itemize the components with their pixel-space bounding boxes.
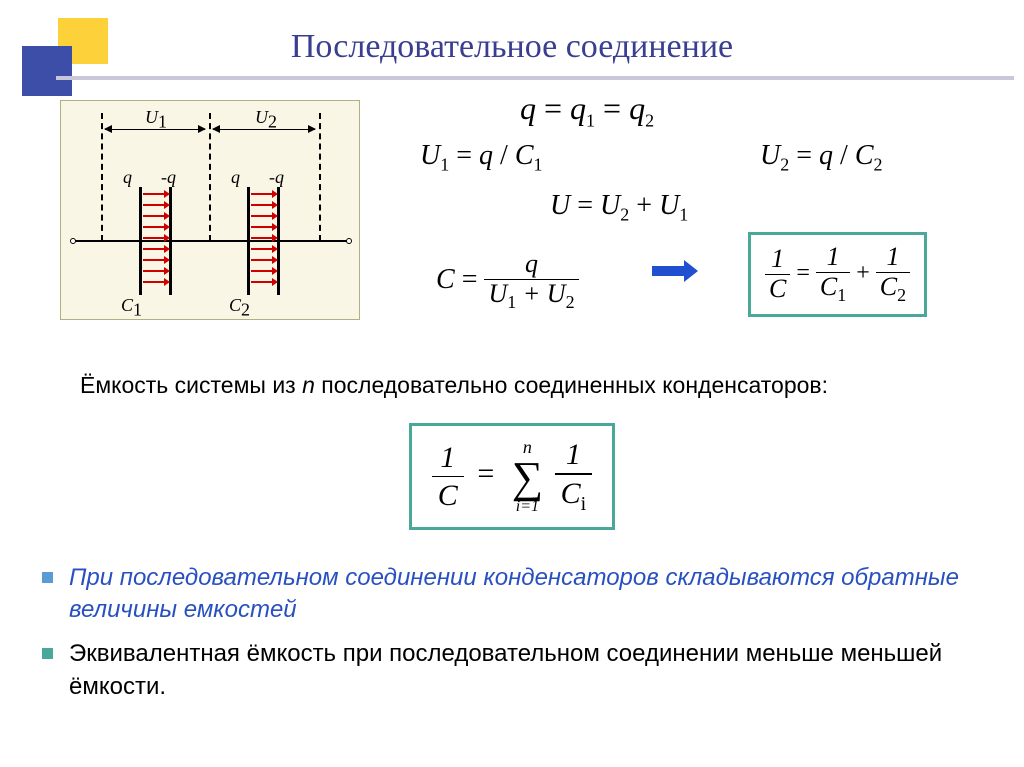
bullet-icon (42, 648, 53, 659)
header-rule (56, 76, 1014, 80)
caption-n-series: Ёмкость системы из n последовательно сое… (0, 366, 1024, 405)
eq-q: q = q1 = q2 (520, 90, 654, 131)
formulas: q = q1 = q2 U1 = q / C1 U2 = q / C2 U = … (390, 100, 984, 340)
eq-c-inv: 1C = 1C1 + 1C2 (748, 232, 927, 317)
bullet-icon (42, 572, 53, 583)
eq-u1: U1 = q / C1 (420, 140, 543, 176)
bullet-2: Эквивалентная ёмкость при последовательн… (0, 632, 1024, 709)
eq-u-sum: U = U2 + U1 (550, 190, 688, 226)
arrow-icon (652, 262, 698, 280)
circuit-diagram: U1 U2 q -q C1 q -q C2 (60, 100, 360, 320)
eq-c-def: C = q U1 + U2 (436, 250, 579, 313)
eq-u2: U2 = q / C2 (760, 140, 883, 176)
slide-title: Последовательное соединение (0, 28, 1024, 66)
eq-c-sum-n: 1C = n ∑ i=1 1Ci (0, 423, 1024, 530)
bullet-1: При последовательном соединении конденса… (0, 556, 1024, 633)
